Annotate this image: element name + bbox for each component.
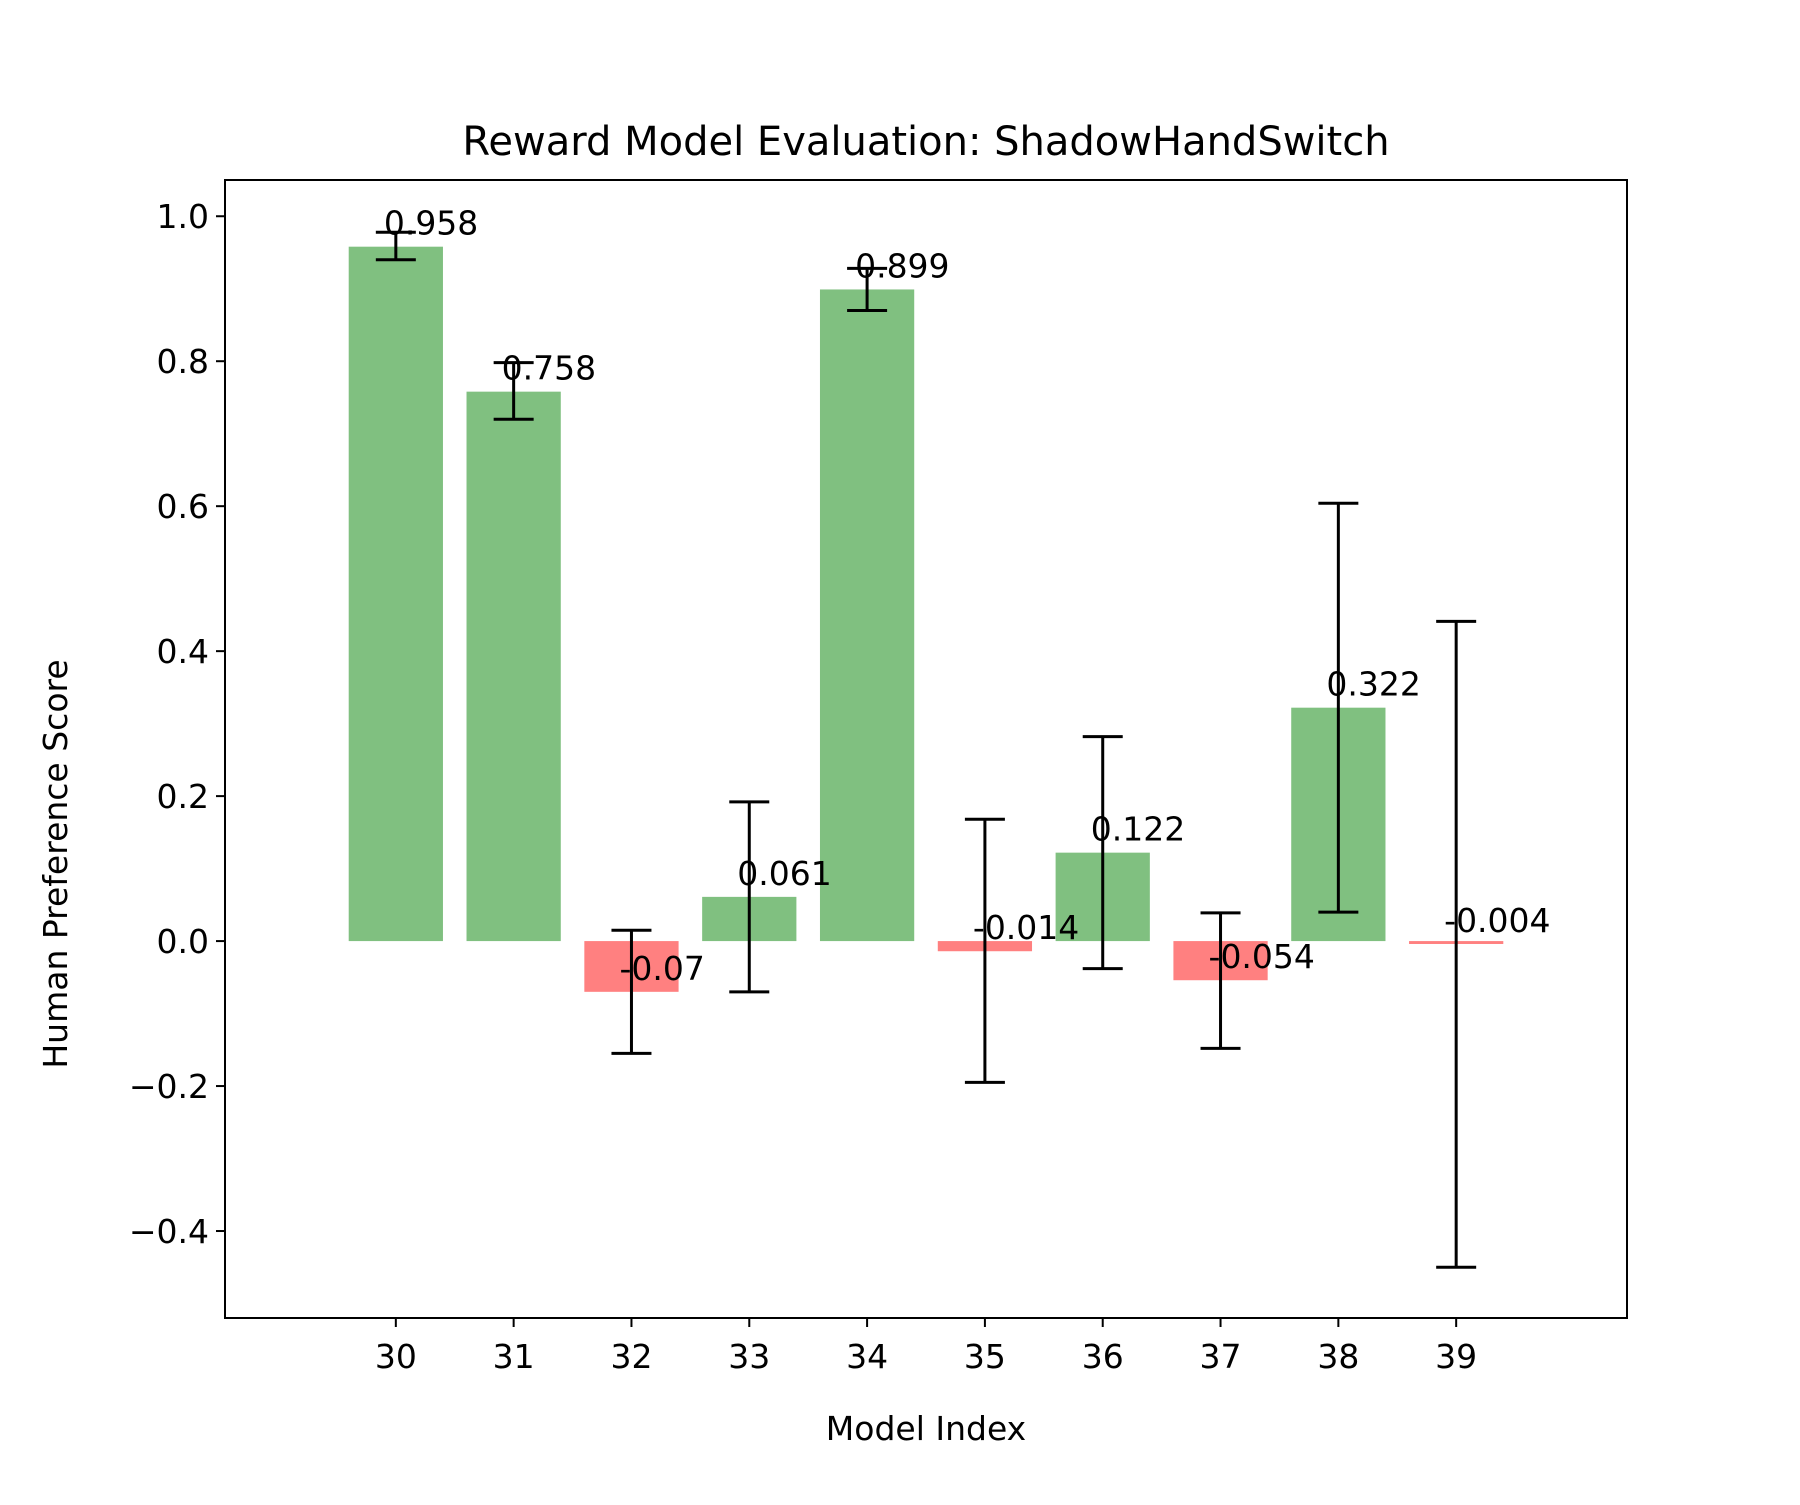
y-tick-label: 0.4	[157, 632, 209, 671]
x-tick-label: 35	[964, 1337, 1006, 1376]
data-label-30: 0.958	[384, 204, 478, 243]
plot-area: 0.958 0.758 -0.07 0.061 0.899 -0.014 0.122 -0.0…	[129, 179, 1628, 1376]
y-tick-label: 0.6	[157, 487, 209, 526]
x-axis-label: Model Index	[826, 1409, 1026, 1448]
data-label-32: -0.07	[619, 949, 704, 988]
plot-frame	[224, 179, 1628, 1319]
y-tick-label: 1.0	[157, 197, 209, 236]
x-tick-label: 30	[375, 1337, 417, 1376]
x-tick-label: 38	[1317, 1337, 1359, 1376]
x-tick-label: 37	[1200, 1337, 1242, 1376]
x-tick-label: 31	[493, 1337, 535, 1376]
x-tick-label: 39	[1435, 1337, 1477, 1376]
data-label-35: -0.014	[973, 908, 1079, 947]
bar-31	[466, 391, 561, 942]
data-label-38: 0.322	[1326, 665, 1420, 704]
bar-30	[348, 246, 443, 942]
x-tick-label: 32	[610, 1337, 652, 1376]
data-label-33: 0.061	[737, 854, 831, 893]
data-label-37: -0.054	[1209, 937, 1315, 976]
x-tick-label: 34	[846, 1337, 888, 1376]
data-label-39: -0.004	[1444, 901, 1550, 940]
y-tick-label: −0.4	[129, 1212, 209, 1251]
data-label-34: 0.899	[855, 246, 949, 285]
data-label-36: 0.122	[1091, 810, 1185, 849]
data-label-31: 0.758	[502, 349, 596, 388]
y-axis-label: Human Preference Score	[36, 659, 75, 1068]
x-tick-label: 33	[728, 1337, 770, 1376]
bar-34	[819, 289, 915, 942]
chart-title: Reward Model Evaluation: ShadowHandSwitc…	[462, 119, 1389, 165]
y-tick-label: 0.0	[157, 922, 209, 961]
y-tick-label: 0.2	[157, 777, 209, 816]
y-tick-label: −0.2	[129, 1067, 209, 1106]
y-tick-label: 0.8	[157, 342, 209, 381]
x-tick-label: 36	[1082, 1337, 1124, 1376]
